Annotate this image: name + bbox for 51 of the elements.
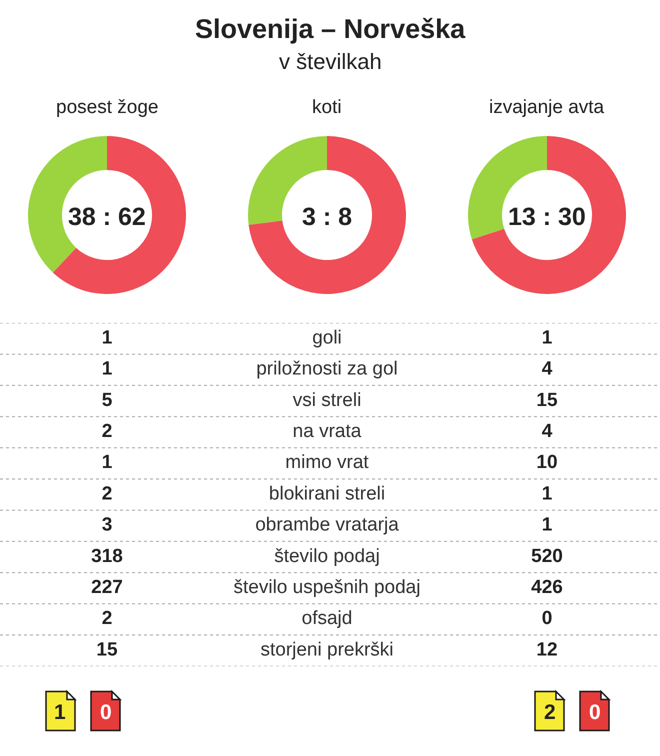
data-label: 5 bbox=[102, 390, 113, 411]
data-label: 3 bbox=[102, 514, 112, 536]
category-label: vsi streli bbox=[292, 390, 362, 411]
text: 0 bbox=[589, 701, 601, 724]
text: 38 : 62 bbox=[68, 203, 146, 231]
data-label: 1 bbox=[102, 358, 113, 380]
data-label: 1 bbox=[542, 514, 553, 536]
donut-slice bbox=[28, 136, 107, 273]
category-label: ofsajd bbox=[302, 608, 352, 630]
text: Slovenija – Norveška bbox=[195, 14, 466, 44]
data-label: 426 bbox=[531, 576, 563, 598]
category-label: goli bbox=[312, 327, 342, 348]
donut-slice bbox=[472, 136, 626, 294]
donut-slice bbox=[468, 136, 547, 240]
data-label: 15 bbox=[536, 390, 558, 411]
chart-title: posest žoge bbox=[56, 97, 158, 118]
category-label: blokirani streli bbox=[268, 483, 386, 504]
data-label: 4 bbox=[542, 420, 553, 442]
text: 1 bbox=[54, 701, 66, 724]
category-label: število podaj bbox=[274, 546, 380, 567]
data-label: 2 bbox=[102, 608, 112, 630]
data-label: 318 bbox=[91, 546, 123, 567]
text: 13 : 30 bbox=[508, 203, 586, 231]
category-label: mimo vrat bbox=[285, 452, 370, 474]
data-label: 2 bbox=[102, 483, 112, 504]
text: 3 : 8 bbox=[302, 203, 352, 231]
category-label: na vrata bbox=[292, 420, 362, 442]
data-label: 4 bbox=[542, 358, 553, 380]
data-label: 1 bbox=[542, 327, 553, 348]
category-label: priložnosti za gol bbox=[256, 358, 398, 380]
text: v številkah bbox=[279, 49, 382, 74]
donut-slice bbox=[248, 136, 406, 294]
data-label: 1 bbox=[102, 452, 113, 474]
category-label: število uspešnih podaj bbox=[234, 576, 420, 598]
text: 2 bbox=[544, 701, 556, 724]
category-label: obrambe vratarja bbox=[255, 514, 400, 536]
text: 0 bbox=[100, 701, 112, 724]
chart-title: koti bbox=[312, 97, 342, 118]
donut-slice bbox=[248, 136, 327, 225]
data-label: 1 bbox=[542, 483, 553, 504]
data-label: 2 bbox=[102, 420, 112, 442]
data-label: 0 bbox=[542, 608, 552, 630]
data-label: 227 bbox=[91, 576, 123, 598]
data-label: 1 bbox=[102, 327, 113, 348]
data-label: 12 bbox=[536, 639, 558, 660]
data-label: 10 bbox=[536, 452, 558, 474]
data-label: 15 bbox=[96, 639, 118, 660]
chart-title: izvajanje avta bbox=[489, 97, 605, 118]
data-label: 520 bbox=[531, 546, 563, 567]
donut-slice bbox=[52, 136, 186, 294]
category-label: storjeni prekrški bbox=[260, 639, 394, 660]
